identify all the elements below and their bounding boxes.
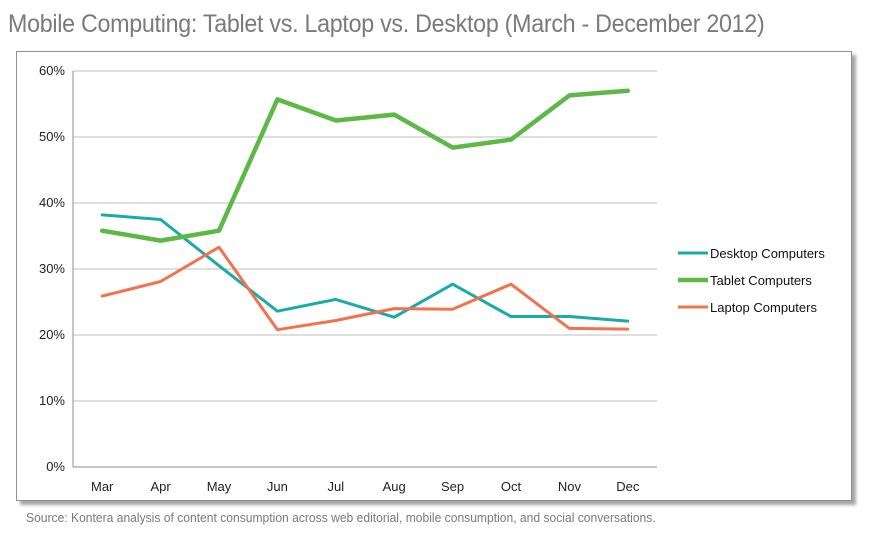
series-line-laptop-computers (100, 245, 630, 332)
x-tick-label: Dec (616, 479, 640, 494)
gridlines (72, 70, 657, 468)
x-tick-label: Sep (441, 479, 464, 494)
y-tick-label: 40% (39, 195, 65, 210)
series-lines (99, 88, 631, 332)
line-chart: 0% 10% 20% 30% 40% 50% 60% Mar Apr May Jun Jul Aug S… (39, 63, 825, 494)
legend-label-desktop-computers: Desktop Computers (710, 246, 825, 261)
y-tick-label: 50% (39, 129, 65, 144)
x-axis-ticks: Mar Apr May Jun Jul Aug Sep Oct Nov Dec (91, 479, 640, 494)
legend-label-tablet-computers: Tablet Computers (710, 273, 812, 288)
legend: Desktop Computers Tablet Computers Laptop … (678, 246, 825, 315)
y-tick-label: 60% (39, 63, 65, 78)
source-note: Source: Kontera analysis of content cons… (26, 510, 656, 525)
series-line-tablet-computers (99, 88, 631, 243)
y-tick-label: 0% (46, 459, 65, 474)
x-tick-label: Jun (267, 479, 288, 494)
x-tick-label: Apr (150, 479, 171, 494)
x-tick-label: Aug (383, 479, 406, 494)
x-tick-label: May (207, 479, 232, 494)
y-axis-ticks: 0% 10% 20% 30% 40% 50% 60% (39, 63, 65, 474)
chart-title: Mobile Computing: Tablet vs. Laptop vs. … (8, 10, 765, 38)
y-tick-label: 10% (39, 393, 65, 408)
x-tick-label: Oct (501, 479, 522, 494)
series-line-desktop-computers (100, 213, 630, 323)
x-tick-label: Mar (91, 479, 114, 494)
legend-label-laptop-computers: Laptop Computers (710, 300, 817, 315)
x-tick-label: Jul (327, 479, 344, 494)
y-tick-label: 30% (39, 261, 65, 276)
y-tick-label: 20% (39, 327, 65, 342)
x-tick-label: Nov (558, 479, 582, 494)
chart-frame: 0% 10% 20% 30% 40% 50% 60% Mar Apr May Jun Jul Aug S… (16, 51, 852, 501)
